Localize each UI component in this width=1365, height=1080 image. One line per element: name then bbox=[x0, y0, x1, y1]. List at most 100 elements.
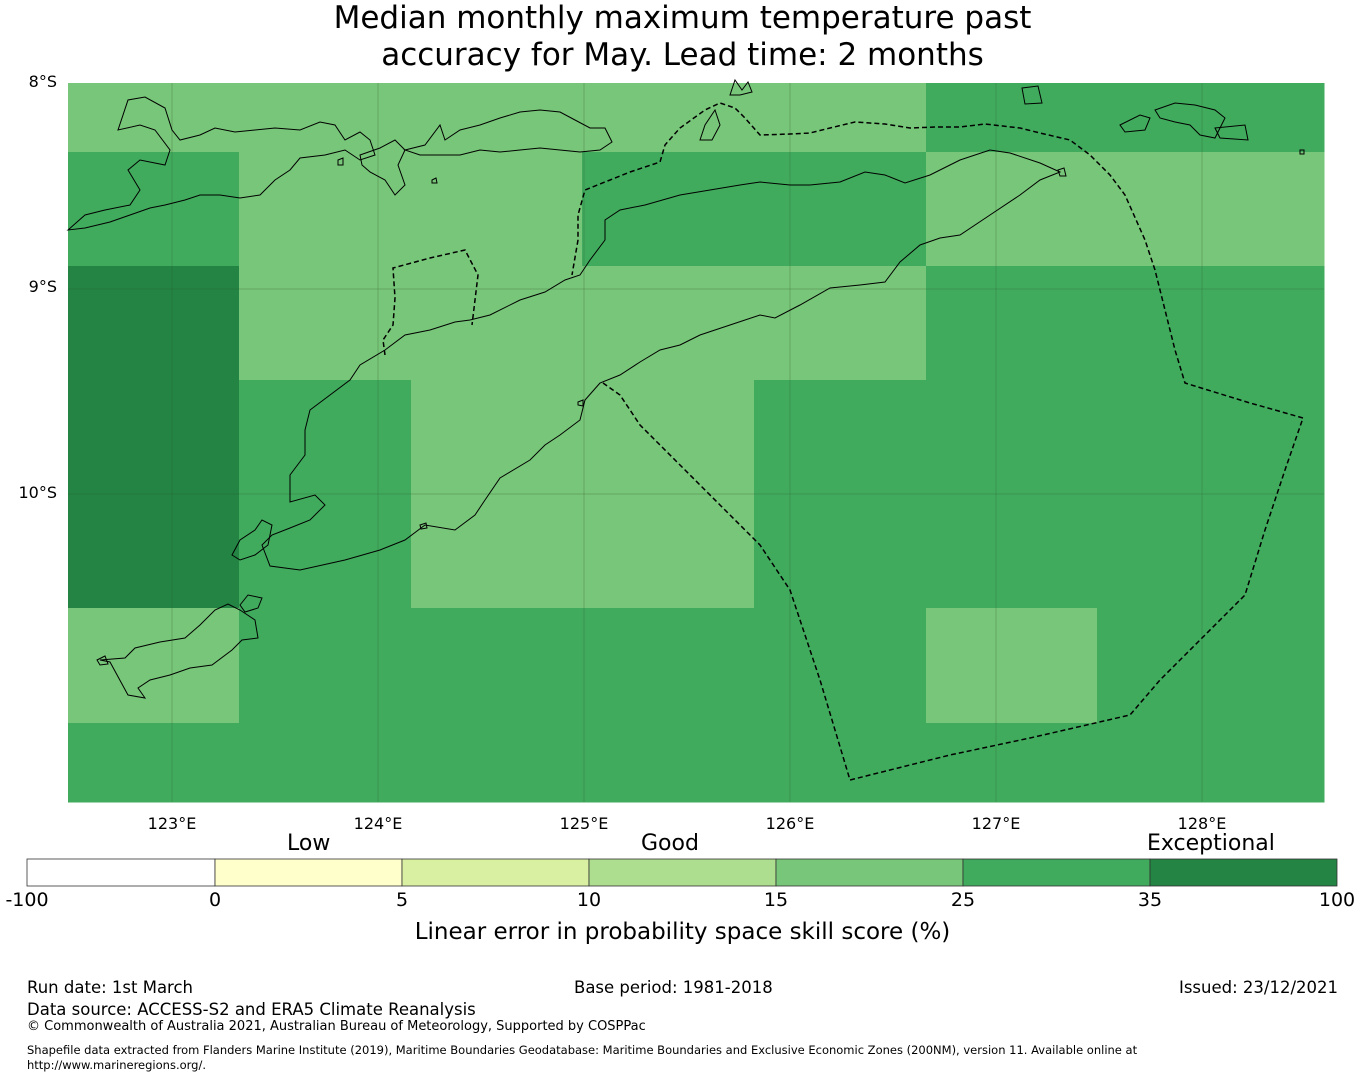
grid-cell bbox=[926, 152, 1098, 267]
copyright: © Commonwealth of Australia 2021, Austra… bbox=[27, 1019, 646, 1034]
grid-cell bbox=[754, 152, 927, 267]
grid-cell bbox=[68, 152, 240, 267]
oecusse-boundary bbox=[382, 249, 479, 356]
lon-label-128e: 128°E bbox=[1177, 814, 1227, 833]
grid-cell bbox=[411, 266, 583, 381]
grid-cell bbox=[582, 380, 755, 495]
coastlines bbox=[66, 78, 1305, 699]
maritime-boundaries bbox=[382, 102, 1304, 781]
base-period: Base period: 1981-2018 bbox=[574, 978, 773, 997]
issued-date: Issued: 23/12/2021 bbox=[1178, 978, 1338, 997]
grid-cell bbox=[239, 152, 412, 267]
colorbar-tick-10: 10 bbox=[576, 889, 602, 911]
rote-coastline bbox=[231, 519, 273, 561]
grid-cell bbox=[239, 83, 412, 153]
colorbar-title: Linear error in probability space skill … bbox=[414, 919, 951, 945]
lat-label-9s: 9°S bbox=[28, 277, 57, 296]
grid-cell bbox=[68, 494, 240, 609]
small-island-6 bbox=[419, 522, 428, 530]
title-line-1: Median monthly maximum temperature past bbox=[333, 0, 1032, 36]
grid-cell bbox=[754, 494, 927, 609]
grid-cell bbox=[582, 494, 755, 609]
grid-cell bbox=[411, 152, 583, 267]
ndao-coastline bbox=[239, 594, 263, 613]
grid-cell bbox=[582, 152, 755, 267]
grid-cell bbox=[582, 723, 755, 803]
map-title: Median monthly maximum temperature past … bbox=[0, 0, 1365, 74]
shapefile-credit-line-2: http://www.marineregions.org/. bbox=[27, 1058, 206, 1072]
grid-cell bbox=[582, 608, 755, 724]
grid-cell bbox=[926, 380, 1098, 495]
colorbar-tick-0: 0 bbox=[208, 889, 222, 911]
lon-label-127e: 127°E bbox=[971, 814, 1021, 833]
grid-cell bbox=[411, 380, 583, 495]
grid-cell bbox=[68, 266, 240, 381]
colorbar-tick-15: 15 bbox=[763, 889, 789, 911]
lon-label-124e: 124°E bbox=[353, 814, 403, 833]
grid-cells bbox=[68, 83, 1325, 803]
grid-cell bbox=[754, 266, 927, 381]
grid-cell bbox=[926, 723, 1098, 803]
grid-cell bbox=[239, 266, 412, 381]
grid-cell bbox=[68, 608, 240, 724]
grid-cell bbox=[68, 83, 240, 153]
grid-cell bbox=[1097, 380, 1270, 495]
lon-label-125e: 125°E bbox=[559, 814, 609, 833]
grid-cell bbox=[239, 380, 412, 495]
grid-cell bbox=[239, 723, 412, 803]
small-island-1 bbox=[96, 655, 109, 666]
grid-cell bbox=[754, 83, 927, 153]
lon-label-123e: 123°E bbox=[147, 814, 197, 833]
lat-label-10s: 10°S bbox=[18, 483, 57, 502]
colorbar-tick-35: 35 bbox=[1137, 889, 1163, 911]
grid-cell bbox=[1269, 494, 1325, 609]
grid-cell bbox=[411, 83, 583, 153]
grid-cell bbox=[754, 723, 927, 803]
sawu-coastline bbox=[99, 603, 259, 699]
grid-cell bbox=[582, 83, 755, 153]
colorbar-tick-5: 5 bbox=[395, 889, 409, 911]
lon-label-126e: 126°E bbox=[765, 814, 815, 833]
colorbar-tick-minus100: -100 bbox=[5, 889, 49, 911]
grid-cell bbox=[926, 494, 1098, 609]
kisar-coastline bbox=[1021, 85, 1043, 105]
alor-coastline bbox=[359, 139, 406, 196]
grid-cell bbox=[1097, 83, 1270, 153]
grid-cell bbox=[1097, 494, 1270, 609]
atauro-island-coastline bbox=[699, 108, 721, 141]
grid-cell bbox=[411, 608, 583, 724]
data-source: Data source: ACCESS-S2 and ERA5 Climate … bbox=[27, 1000, 476, 1019]
grid-cell bbox=[68, 723, 240, 803]
category-exceptional: Exceptional bbox=[1147, 831, 1275, 856]
small-island-5 bbox=[1057, 167, 1067, 177]
grid-cell bbox=[926, 266, 1098, 381]
wetar-north-coastline bbox=[729, 78, 753, 96]
grid-cell bbox=[1269, 266, 1325, 381]
category-low: Low bbox=[287, 831, 331, 856]
small-island-2 bbox=[337, 157, 344, 166]
run-date: Run date: 1st March bbox=[27, 978, 193, 997]
lat-label-8s: 8°S bbox=[28, 72, 57, 91]
shapefile-credit-line-1: Shapefile data extracted from Flanders M… bbox=[27, 1043, 1138, 1057]
grid-cell bbox=[754, 380, 927, 495]
grid-cell bbox=[1097, 723, 1270, 803]
eez-boundary bbox=[571, 102, 1304, 781]
category-good: Good bbox=[641, 831, 699, 856]
grid-cell bbox=[1269, 152, 1325, 267]
title-line-2: accuracy for May. Lead time: 2 months bbox=[381, 37, 984, 73]
grid-cell bbox=[1097, 266, 1270, 381]
grid-cell bbox=[1269, 608, 1325, 724]
grid-cell bbox=[1269, 83, 1325, 153]
timor-island-coastline bbox=[261, 149, 1062, 571]
small-island-4 bbox=[1299, 149, 1305, 155]
grid-cell bbox=[926, 83, 1098, 153]
grid-cell bbox=[582, 266, 755, 381]
grid-cell bbox=[926, 608, 1098, 724]
grid-cell bbox=[68, 380, 240, 495]
grid-cell bbox=[1097, 608, 1270, 724]
small-island-3 bbox=[431, 177, 438, 184]
colorbar-tick-100: 100 bbox=[1318, 889, 1356, 911]
grid-cell bbox=[239, 494, 412, 609]
grid-cell bbox=[1269, 723, 1325, 803]
